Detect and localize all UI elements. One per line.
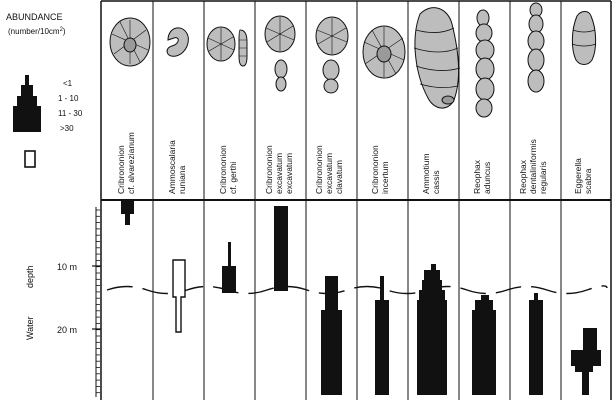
foram-ammoscalaria-runiana-drawing (166, 27, 189, 57)
species-label-10-epithet: scabra (583, 168, 593, 194)
species-label-9-epithet: dentaliniformis (528, 139, 538, 194)
axis-label-water: Water (25, 316, 35, 340)
profile-ammoscalaria-runiana (172, 259, 186, 333)
legend-class-1: <1 (63, 79, 73, 88)
species-label-8-genus: Reophax (472, 159, 482, 194)
species-label-5-epithet2: clavatum (334, 160, 344, 194)
species-label-7-epithet: cassis (431, 170, 441, 194)
axis-label-depth: depth (25, 265, 35, 288)
species-label-7-genus: Ammotium (421, 153, 431, 194)
species-label-3-epithet: cf. gerthi (228, 161, 238, 194)
abundance-legend: ABUNDANCE (number/10cm2) <1 1 - 10 11 - … (6, 12, 83, 168)
species-label-4-epithet: excavatum (274, 153, 284, 194)
species-label-10-genus: Eggerella (573, 158, 583, 194)
profile-reophax-aduncus (472, 295, 496, 395)
foram-cribrononion-gerthi-drawing (206, 26, 248, 67)
species-label-1-genus: Cribrononion (116, 145, 126, 194)
depth-axis-minor-ticks (96, 209, 100, 394)
legend-open-bar-symbol (24, 150, 36, 168)
species-label-2-epithet: runiana (177, 165, 187, 194)
species-label-6-epithet: incertum (380, 161, 390, 194)
profile-ammotium-cassis (417, 264, 447, 395)
foram-illustrations (109, 2, 597, 118)
species-label-8-epithet: aduncus (482, 162, 492, 194)
profile-reophax-dentaliniformis (529, 293, 543, 395)
species-label-4-epithet2: excavatum (284, 153, 294, 194)
profile-cribrononion-excavatum-excavatum (274, 206, 288, 291)
foram-cribrononion-excavatum-clavatum-drawing (315, 16, 349, 94)
depth-axis: 10 m 20 m depth Water (25, 207, 101, 397)
profile-cribrononion-alvarezianum (121, 200, 134, 225)
legend-class-2: 1 - 10 (58, 94, 79, 103)
legend-pyramid-symbol (13, 75, 41, 132)
foram-cribrononion-incertum-drawing (362, 25, 406, 79)
foram-cribrononion-excavatum-excavatum-drawing (264, 15, 296, 92)
species-label-5-epithet: excavatum (324, 153, 334, 194)
foram-reophax-dentaliniformis-drawing (527, 2, 545, 93)
legend-class-3: 11 - 30 (58, 109, 83, 118)
water-surface-line (106, 285, 608, 295)
legend-class-4: >30 (60, 124, 74, 133)
species-label-6-genus: Cribrononion (370, 145, 380, 194)
legend-units: (number/10cm2) (8, 27, 66, 36)
species-label-3-genus: Cribrononion (218, 145, 228, 194)
tick-label-20m: 20 m (57, 325, 77, 335)
species-label-9-epithet2: regularis (538, 161, 548, 194)
species-label-4-genus: Cribrononion (264, 145, 274, 194)
species-label-5-genus: Cribrononion (314, 145, 324, 194)
profile-cribrononion-incertum (375, 276, 389, 395)
species-label-2-genus: Ammoscalaria (167, 140, 177, 194)
species-label-9-genus: Reophax (518, 159, 528, 194)
profile-cribrononion-gerthi (222, 242, 236, 293)
legend-title: ABUNDANCE (6, 12, 63, 22)
species-label-1-epithet: cf. alvarezianum (126, 132, 136, 194)
profile-cribrononion-excavatum-clavatum (321, 276, 342, 395)
foram-cribrononion-alvarezianum-drawing (109, 17, 151, 67)
foram-reophax-aduncus-drawing (475, 9, 495, 118)
foram-ammotium-cassis-drawing (413, 7, 461, 109)
profile-eggerella-scabra (571, 328, 601, 395)
tick-label-10m: 10 m (57, 262, 77, 272)
foram-eggerella-scabra-drawing (571, 11, 597, 65)
abundance-profiles (121, 200, 601, 395)
species-labels: Cribrononion cf. alvarezianum Ammoscalar… (116, 132, 593, 194)
